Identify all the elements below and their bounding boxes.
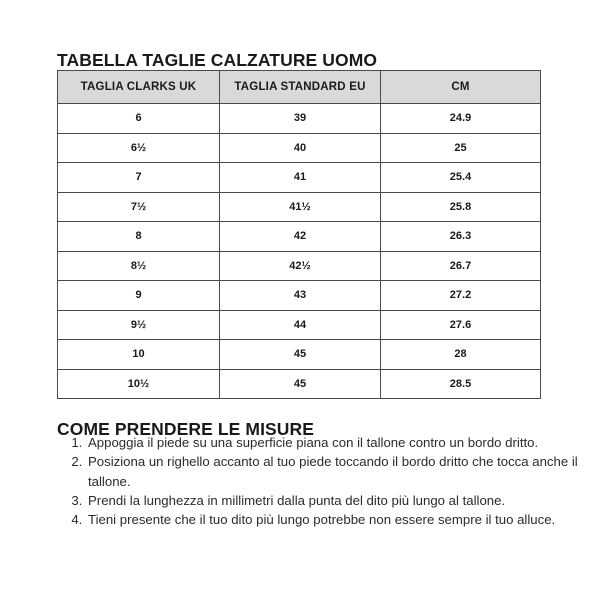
table-row: 8 42 26.3 (57, 221, 541, 252)
column-header-cm: CM (380, 70, 541, 104)
table-row: 9½ 44 27.6 (57, 309, 541, 340)
cell-eu: 41 (219, 162, 381, 193)
measure-section-title: COME PRENDERE LE MISURE (57, 418, 315, 439)
cell-uk: 6 (57, 103, 220, 134)
cell-eu: 42½ (219, 250, 381, 281)
cell-eu: 39 (219, 103, 381, 134)
shoe-size-table: TAGLIA CLARKS UK TAGLIA STANDARD EU CM 6… (57, 70, 541, 399)
list-item: Prendi la lunghezza in millimetri dalla … (86, 491, 578, 510)
cell-uk: 9½ (57, 309, 220, 340)
table-row: 10 45 28 (57, 339, 541, 370)
cell-uk: 9 (57, 280, 220, 311)
column-header-uk: TAGLIA CLARKS UK (57, 70, 220, 104)
table-row: 9 43 27.2 (57, 280, 541, 311)
page-title: TABELLA TAGLIE CALZATURE UOMO (57, 49, 378, 70)
cell-eu: 45 (219, 339, 381, 370)
cell-cm: 27.6 (380, 309, 541, 340)
column-header-eu: TAGLIA STANDARD EU (219, 70, 381, 104)
cell-uk: 10 (57, 339, 220, 370)
table-header-row: TAGLIA CLARKS UK TAGLIA STANDARD EU CM (57, 70, 541, 104)
cell-eu: 44 (219, 309, 381, 340)
cell-uk: 7½ (57, 191, 220, 222)
cell-eu: 40 (219, 132, 381, 163)
cell-cm: 25 (380, 132, 541, 163)
cell-uk: 6½ (57, 132, 220, 163)
cell-cm: 25.8 (380, 191, 541, 222)
cell-cm: 26.3 (380, 221, 541, 252)
cell-eu: 43 (219, 280, 381, 311)
cell-uk: 8½ (57, 250, 220, 281)
cell-uk: 7 (57, 162, 220, 193)
cell-eu: 45 (219, 368, 381, 399)
table-row: 6 39 24.9 (57, 103, 541, 134)
cell-uk: 10½ (57, 368, 220, 399)
cell-uk: 8 (57, 221, 220, 252)
cell-eu: 41½ (219, 191, 381, 222)
list-item: Posiziona un righello accanto al tuo pie… (86, 452, 578, 491)
table-row: 8½ 42½ 26.7 (57, 250, 541, 281)
table-row: 7 41 25.4 (57, 162, 541, 193)
cell-cm: 24.9 (380, 103, 541, 134)
cell-cm: 28 (380, 339, 541, 370)
cell-cm: 27.2 (380, 280, 541, 311)
cell-eu: 42 (219, 221, 381, 252)
table-row: 10½ 45 28.5 (57, 368, 541, 399)
table-body: 6 39 24.9 6½ 40 25 7 41 25.4 7½ 41½ 25.8… (57, 103, 541, 399)
table-row: 6½ 40 25 (57, 132, 541, 163)
table-header: TAGLIA CLARKS UK TAGLIA STANDARD EU CM (57, 70, 541, 104)
cell-cm: 26.7 (380, 250, 541, 281)
list-item: Appoggia il piede su una superficie pian… (86, 433, 578, 452)
measure-steps-list: Appoggia il piede su una superficie pian… (63, 433, 578, 529)
table-row: 7½ 41½ 25.8 (57, 191, 541, 222)
cell-cm: 28.5 (380, 368, 541, 399)
cell-cm: 25.4 (380, 162, 541, 193)
list-item: Tieni presente che il tuo dito più lungo… (86, 510, 578, 529)
